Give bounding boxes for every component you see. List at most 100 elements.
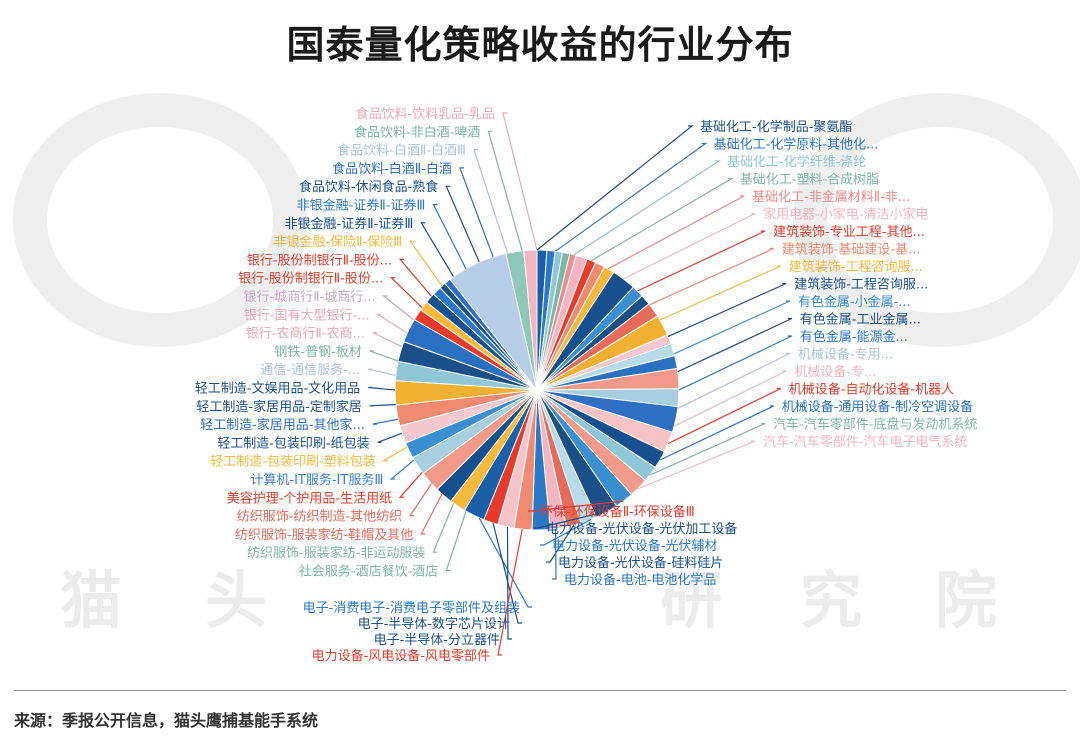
watermark-char-2: 头 xyxy=(205,564,272,637)
leader-line-50 xyxy=(528,500,624,512)
leader-line-5 xyxy=(445,185,480,263)
leader-line-32 xyxy=(555,142,708,252)
slice-label-45: 机械设备-专... xyxy=(794,364,876,380)
leader-line-15 xyxy=(368,368,396,376)
pie-slices xyxy=(394,249,680,531)
leader-line-2 xyxy=(487,130,523,251)
slice-label-16: 轻工制造-文娱用品-文化用品 xyxy=(195,382,360,397)
leader-line-39 xyxy=(659,265,782,321)
leader-line-54 xyxy=(552,528,557,580)
leader-line-3 xyxy=(473,149,509,254)
slice-label-1: 食品饮料-饮料乳品-乳品 xyxy=(356,106,495,122)
leader-line-38 xyxy=(649,247,774,306)
slice-label-34: 基础化工-塑料-合成树脂 xyxy=(740,173,879,188)
leader-line-7 xyxy=(420,222,455,278)
slice-label-33: 基础化工-化学纤维-涤纶 xyxy=(727,154,866,170)
watermark-char-3: 研 xyxy=(660,564,727,637)
slice-label-40: 建筑装饰-工程咨询服... xyxy=(794,277,928,293)
leader-line-53 xyxy=(546,524,575,563)
slice-label-9: 银行-股份制银行Ⅱ-股份... xyxy=(247,253,392,268)
slice-label-28: 电子-半导体-数字芯片设计 xyxy=(358,617,510,632)
slice-label-53: 电力设备-光伏设备-硅料硅片 xyxy=(558,555,723,571)
leader-line-51 xyxy=(534,510,609,529)
leader-line-42 xyxy=(677,317,793,373)
chart-title: 国泰量化策略收益的行业分布 xyxy=(286,23,794,67)
slice-label-51: 电力设备-光伏设备-光伏加工设备 xyxy=(546,521,737,537)
slice-label-8: 非银金融-保险Ⅱ-保险Ⅲ xyxy=(273,234,402,250)
slice-label-36: 家用电器-小家电-清洁小家电 xyxy=(763,207,928,223)
slice-label-52: 电力设备-光伏设备-光伏辅材 xyxy=(552,538,717,554)
slice-label-19: 轻工制造-包装印刷-纸包装 xyxy=(217,436,369,451)
slice-label-24: 纺织服饰-服装家纺-鞋帽及其他 xyxy=(235,527,413,543)
leader-line-29 xyxy=(506,526,512,640)
watermark-char-4: 究 xyxy=(800,564,867,637)
leader-line-43 xyxy=(678,335,793,391)
leader-line-28 xyxy=(492,522,522,624)
leader-line-36 xyxy=(623,212,756,280)
slice-label-5: 食品饮料-休闲食品-熟食 xyxy=(299,179,438,195)
leader-line-14 xyxy=(369,350,399,362)
leader-line-13 xyxy=(372,332,403,348)
leader-line-35 xyxy=(607,195,745,270)
slice-label-46: 机械设备-自动化设备-机器人 xyxy=(789,382,954,398)
slice-label-17: 轻工制造-家居用品-定制家居 xyxy=(196,399,361,415)
leader-lines xyxy=(368,112,793,656)
slice-label-39: 建筑装饰-工程咨询服... xyxy=(789,259,923,275)
slice-label-47: 机械设备-通用设备-制冷空调设备 xyxy=(782,399,973,415)
slice-label-50: 环保-环保设备Ⅱ-环保设备Ⅲ xyxy=(540,504,695,520)
leader-line-22 xyxy=(398,471,423,498)
leader-line-48 xyxy=(649,422,766,476)
slice-label-10: 银行-股份制银行Ⅱ-股份... xyxy=(238,272,383,287)
leader-line-49 xyxy=(637,440,756,490)
leader-line-31 xyxy=(536,125,694,251)
slice-label-27: 电子-消费电子-消费电子零部件及组装 xyxy=(303,601,520,616)
leader-line-40 xyxy=(667,282,787,337)
leader-line-1 xyxy=(502,112,538,251)
leader-line-17 xyxy=(369,404,396,407)
leader-line-25 xyxy=(432,503,455,553)
leader-line-24 xyxy=(420,493,443,535)
slice-label-42: 有色金属-工业金属... xyxy=(800,312,921,328)
leader-line-11 xyxy=(381,295,415,321)
slice-label-23: 纺织服饰-纺织制造-其他纺织 xyxy=(237,510,402,525)
slice-label-54: 电力设备-电池-电池化学品 xyxy=(564,572,716,588)
leader-line-8 xyxy=(409,240,443,287)
leader-line-47 xyxy=(659,405,774,461)
slice-label-48: 汽车-汽车零部件-底盘与发动机系统 xyxy=(773,417,977,433)
watermark-char-1: 猫 xyxy=(60,564,127,637)
slice-label-7: 非银金融-证券Ⅱ-证券Ⅲ xyxy=(285,216,414,232)
slice-label-32: 基础化工-化学原料-其他化... xyxy=(714,137,879,153)
leader-line-19 xyxy=(377,432,403,443)
leader-line-45 xyxy=(673,370,787,427)
leader-line-41 xyxy=(673,300,791,355)
leader-line-20 xyxy=(381,446,408,462)
leader-line-6 xyxy=(432,203,467,270)
leader-line-46 xyxy=(667,387,782,445)
slice-label-21: 计算机-IT服务-IT服务Ⅲ xyxy=(250,472,383,488)
slice-label-14: 钢铁-普钢-板材 xyxy=(274,345,361,360)
leader-line-18 xyxy=(372,418,399,425)
leader-line-10 xyxy=(389,277,423,309)
slice-label-26: 社会服务-酒店餐饮-酒店 xyxy=(299,564,438,580)
slice-label-3: 食品饮料-白酒Ⅱ-白酒Ⅲ xyxy=(337,143,466,159)
source-note: 来源：季报公开信息，猫头鹰捕基能手系统 xyxy=(14,711,319,730)
slice-label-43: 有色金属-能源金... xyxy=(800,329,908,345)
slice-label-22: 美容护理-个护用品-生活用纸 xyxy=(227,490,392,506)
slice-label-41: 有色金属-小金属-... xyxy=(798,294,911,310)
slice-label-11: 银行-城商行Ⅱ-城商行... xyxy=(244,290,376,305)
slice-label-30: 电力设备-风电设备-风电零部件 xyxy=(312,648,490,664)
leader-line-34 xyxy=(590,177,735,262)
watermark-char-5: 院 xyxy=(935,564,1002,637)
leader-line-37 xyxy=(637,230,766,292)
leader-line-44 xyxy=(677,352,791,409)
leader-line-21 xyxy=(389,459,415,480)
leader-line-52 xyxy=(540,518,592,546)
leader-line-12 xyxy=(375,313,408,334)
slice-label-2: 食品饮料-非白酒-啤酒 xyxy=(354,124,480,140)
slice-label-25: 纺织服饰-服装家纺-非运动服装 xyxy=(247,545,425,561)
slice-label-4: 食品饮料-白酒Ⅱ-白酒 xyxy=(332,161,452,177)
leader-line-16 xyxy=(368,386,396,391)
leader-line-9 xyxy=(398,258,432,297)
